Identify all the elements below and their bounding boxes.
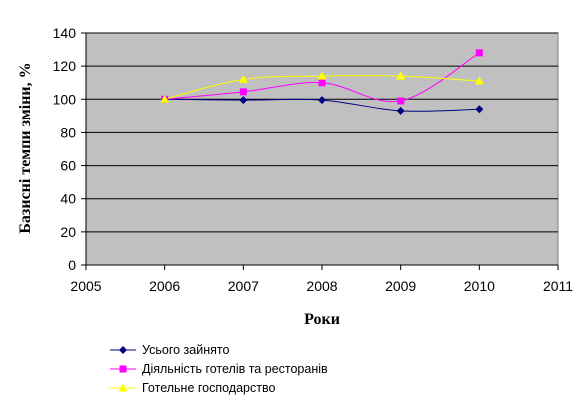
data-point-total-employed	[239, 96, 248, 105]
legend: Усього зайнято Діяльність готелів та рест…	[110, 343, 328, 395]
data-point-hotels-restaurants	[318, 79, 326, 87]
legend-marker	[119, 346, 127, 354]
legend-marker	[119, 365, 127, 373]
axes	[81, 32, 559, 270]
y-axis-title: Базисні темпи зміни, %	[17, 62, 34, 233]
y-tick-label: 80	[60, 124, 76, 140]
plot-area	[85, 32, 559, 266]
x-tick-label: 2007	[228, 278, 259, 294]
legend-entry: Готельне господарство	[142, 381, 275, 395]
data-point-hotels-restaurants	[239, 88, 247, 96]
y-tick-label: 120	[53, 58, 77, 74]
data-point-total-employed	[318, 96, 326, 105]
x-tick-label: 2011	[543, 278, 573, 294]
x-tick-label: 2009	[385, 278, 416, 294]
x-tick-label: 2006	[149, 278, 180, 294]
legend-entry: Діяльність готелів та ресторанів	[142, 362, 328, 376]
y-tick-label: 100	[53, 91, 77, 107]
data-point-hotels-restaurants	[475, 49, 483, 57]
data-point-total-employed	[475, 105, 484, 114]
x-axis-title: Роки	[304, 311, 340, 328]
data-point-hotel-industry	[160, 94, 170, 103]
y-tick-label: 60	[60, 158, 76, 174]
x-tick-label: 2010	[464, 278, 495, 294]
data-point-hotel-industry	[396, 71, 406, 80]
data-point-hotels-restaurants	[397, 97, 405, 105]
y-tick-label: 40	[60, 191, 76, 207]
legend-marker	[118, 383, 128, 392]
y-tick-label: 20	[60, 224, 76, 240]
data-point-total-employed	[396, 106, 405, 115]
data-point-hotel-industry	[238, 74, 248, 83]
x-tick-label: 2008	[306, 278, 337, 294]
tick-labels: 0 20 40 60 80 100 120 140 2005 2006 2007 2008 2009 20…	[53, 25, 574, 294]
series-markers	[160, 49, 484, 115]
data-point-hotel-industry	[474, 76, 484, 85]
y-tick-label: 140	[53, 25, 77, 41]
data-point-hotel-industry	[317, 71, 327, 80]
legend-entry: Усього зайнято	[142, 343, 229, 357]
y-tick-label: 0	[68, 257, 76, 273]
x-tick-label: 2005	[70, 278, 101, 294]
